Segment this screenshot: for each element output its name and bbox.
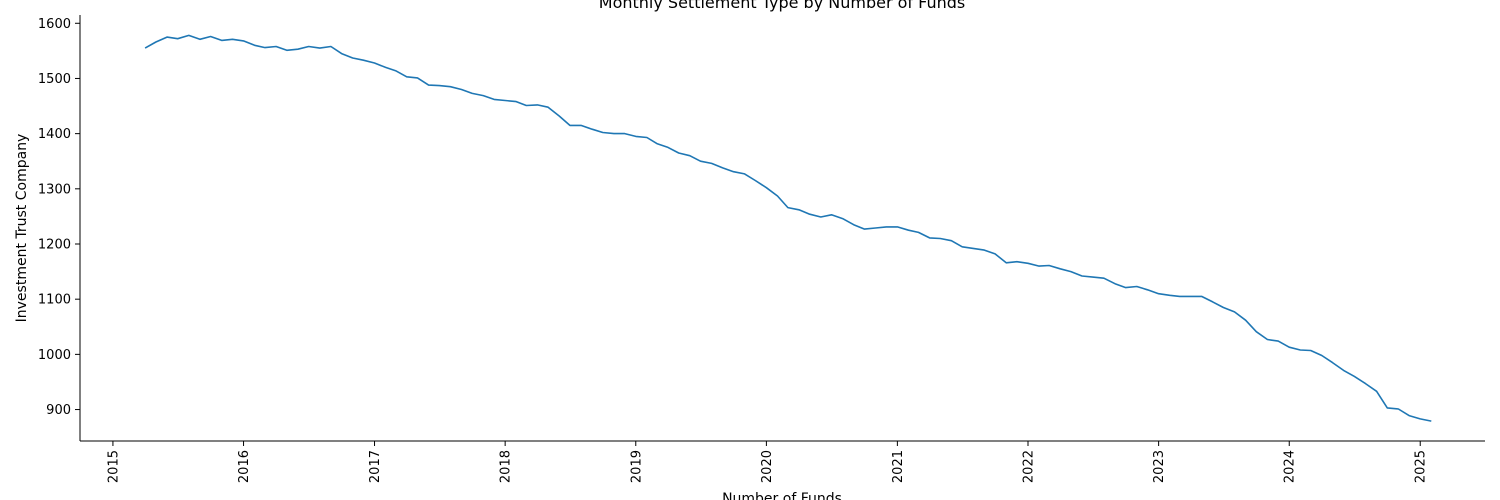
- y-tick-label: 900: [46, 403, 71, 418]
- y-tick-label: 1300: [38, 182, 71, 197]
- y-axis-title: Investment Trust Company: [14, 134, 30, 323]
- y-tick-label: 1100: [38, 293, 71, 308]
- x-axis-ticks: 2015 2016 2017 2018 2019 2020 2021 2022 2023 2024…: [106, 441, 1429, 483]
- x-tick-label: 2025: [1414, 450, 1429, 483]
- x-tick-label: 2021: [891, 450, 906, 483]
- y-axis-ticks: 900 1000 1100 1200 1300 1400 1500 1600: [38, 17, 80, 418]
- x-tick-label: 2019: [629, 450, 644, 483]
- y-tick-label: 1600: [38, 17, 71, 32]
- x-tick-label: 2016: [237, 450, 252, 483]
- x-tick-label: 2018: [499, 450, 514, 483]
- x-tick-label: 2022: [1021, 450, 1036, 483]
- x-tick-label: 2017: [368, 450, 383, 483]
- x-tick-label: 2024: [1283, 450, 1298, 483]
- series-line: [144, 34, 1432, 422]
- x-tick-label: 2020: [760, 450, 775, 483]
- y-tick-label: 1200: [38, 238, 71, 253]
- y-tick-label: 1400: [38, 127, 71, 142]
- chart-title: Monthly Settlement Type by Number of Fun…: [599, 0, 965, 12]
- y-tick-label: 1500: [38, 72, 71, 87]
- x-axis-title: Number of Funds: [722, 491, 842, 500]
- x-tick-label: 2015: [106, 450, 121, 483]
- y-tick-label: 1000: [38, 348, 71, 363]
- x-tick-label: 2023: [1152, 450, 1167, 483]
